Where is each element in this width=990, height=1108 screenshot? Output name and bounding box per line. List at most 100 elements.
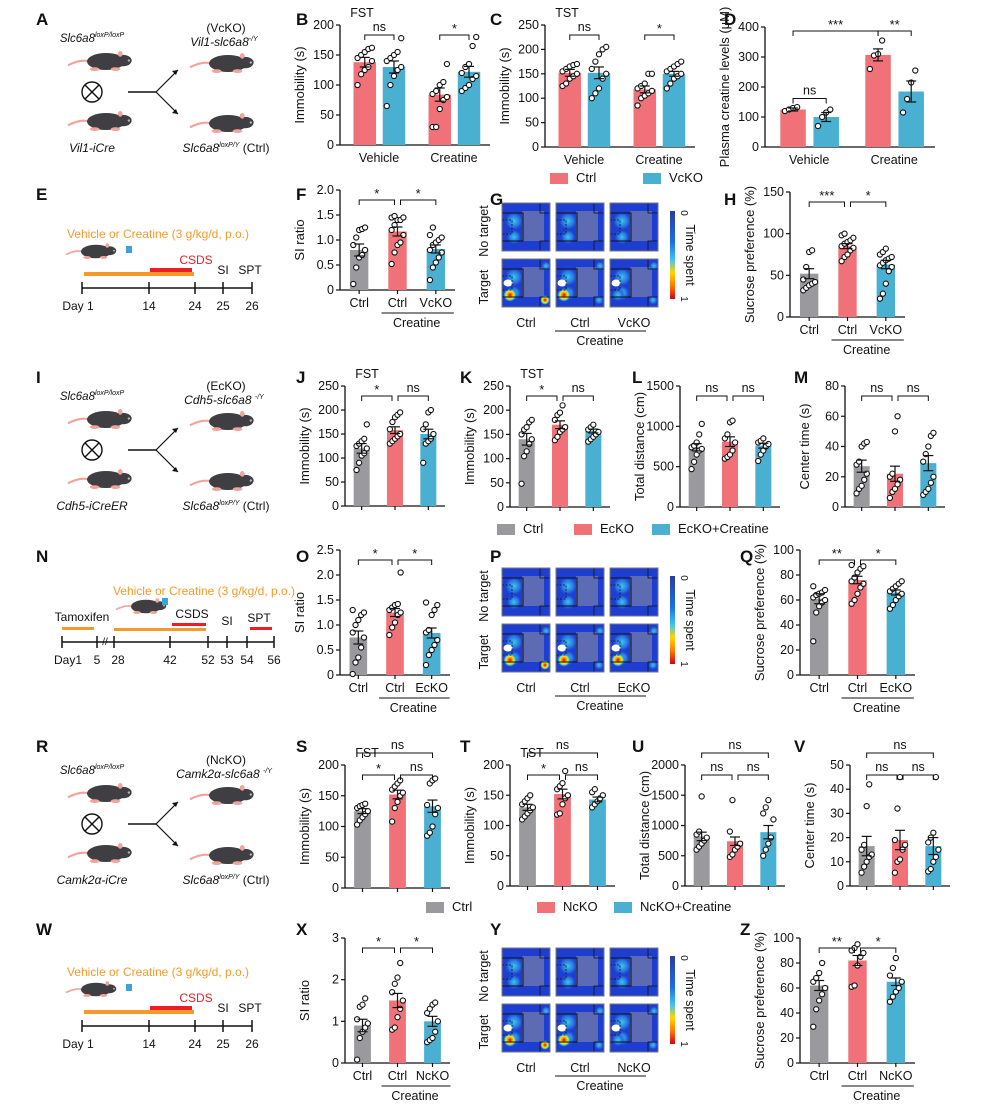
data-point	[432, 123, 440, 131]
bar	[589, 799, 606, 886]
y-tick-label: 150	[763, 185, 784, 199]
heatmap-tile	[609, 258, 659, 308]
data-point	[520, 453, 528, 460]
significance-bracket: ns	[701, 738, 769, 758]
x-category-label: NcKO	[879, 1069, 913, 1083]
data-point	[827, 106, 834, 113]
data-point	[353, 466, 360, 474]
data-point	[368, 57, 376, 65]
data-point	[435, 254, 442, 261]
significance-label: ns	[575, 760, 588, 774]
significance-label: ***	[819, 188, 834, 203]
scale-max: 1	[678, 1041, 689, 1047]
data-point	[765, 840, 772, 847]
bar	[876, 264, 896, 317]
data-point	[362, 800, 369, 807]
legend-label: NcKO	[563, 899, 598, 914]
data-point	[648, 87, 656, 95]
day-tick-label: 24	[188, 1037, 202, 1051]
error-bar	[392, 226, 403, 237]
data-point	[383, 102, 390, 110]
data-point	[361, 435, 368, 442]
data-point	[816, 969, 823, 977]
group-label: Creatine	[576, 334, 623, 348]
data-point	[898, 578, 905, 585]
data-point	[473, 33, 480, 41]
error-bar	[557, 788, 568, 800]
scale-min: 0	[678, 955, 689, 961]
y-tick-label: 80	[825, 379, 839, 393]
data-point	[878, 37, 886, 44]
significance-label: ns	[572, 381, 585, 395]
data-point	[821, 586, 829, 594]
treatment-bar	[114, 628, 206, 631]
data-point	[394, 600, 401, 608]
bottle-icon	[126, 984, 132, 991]
data-point	[364, 807, 372, 815]
data-point	[810, 638, 817, 645]
legend-label: Ctrl	[576, 170, 597, 185]
ko-label: (NcKO)	[206, 753, 246, 767]
bar-chart-m: 0 20 40 60 80 Center time (s) ns ns	[797, 379, 945, 514]
significance-bracket: **	[818, 934, 855, 953]
data-point	[388, 226, 395, 234]
data-point	[603, 43, 610, 51]
error-bar	[521, 432, 532, 446]
y-tick-label: 150	[518, 67, 539, 81]
y-tick-label: 100	[773, 931, 794, 945]
ko-genotype: Camk2α-slc6a8 -/Y	[176, 767, 273, 781]
heatmap-col-label: Ctrl	[570, 681, 589, 695]
y-tick-label: 150	[318, 427, 339, 441]
y-axis-label: Sucrose preference (%)	[742, 186, 757, 323]
data-point	[397, 239, 404, 246]
significance-label: *	[416, 186, 421, 201]
significance-label: ***	[828, 17, 843, 32]
x-category-label: VcKO	[420, 296, 453, 310]
y-tick-label: 1500	[646, 379, 674, 393]
error-bar	[669, 70, 679, 77]
parent1-genotype: Slc6a8loxP/loxP	[60, 764, 125, 777]
data-point	[592, 58, 599, 65]
data-point	[559, 780, 566, 787]
target-mouse-marker	[611, 1024, 621, 1032]
data-point	[678, 70, 685, 77]
significance-bracket: ns	[732, 381, 764, 401]
y-tick-label: 2000	[651, 758, 679, 772]
mouse-icon	[189, 113, 254, 133]
y-axis-label: Center time (s)	[802, 783, 817, 869]
data-point	[434, 601, 441, 609]
cross-symbol-icon	[81, 813, 103, 835]
error-bar	[392, 992, 403, 1009]
y-tick-label: 100	[518, 91, 539, 105]
significance-label: *	[452, 21, 457, 36]
legend-swatch	[614, 902, 632, 913]
data-point	[562, 767, 569, 775]
heatmap-row-label: No target	[477, 205, 491, 257]
error-bar	[588, 428, 599, 434]
parent2-genotype: Cdh5-iCreER	[56, 499, 128, 513]
y-tick-label: 250	[518, 18, 539, 32]
significance-label: ns	[875, 760, 888, 774]
cross-diagram-i: Slc6a8loxP/loxP Cdh5-iCreER (EcKO)Cdh5-slc…	[56, 379, 269, 513]
data-point	[899, 109, 907, 116]
data-point	[400, 214, 407, 221]
error-bar	[906, 80, 917, 103]
bar-chart-f: 0 0.5 1.0 1.5 2.0 SI ratio Ctrl Ctrl VcKO Creatin…	[292, 183, 455, 330]
error-bar	[696, 831, 707, 842]
target-mouse-marker	[503, 1024, 513, 1032]
scale-label: Time spent	[683, 224, 697, 286]
heatmap-tile	[501, 1003, 551, 1053]
error-bar	[434, 87, 445, 102]
data-point	[431, 641, 438, 649]
y-tick-label: 0	[497, 879, 504, 893]
group-label: Creatine	[853, 1089, 900, 1103]
spt-label: SPT	[247, 611, 271, 625]
data-point	[429, 224, 437, 231]
significance-label: *	[539, 382, 544, 397]
data-point	[389, 418, 396, 426]
significance-bracket: ns	[701, 760, 733, 780]
data-point	[559, 402, 566, 409]
data-point	[388, 818, 396, 825]
data-point	[386, 426, 394, 433]
data-point	[814, 122, 822, 130]
